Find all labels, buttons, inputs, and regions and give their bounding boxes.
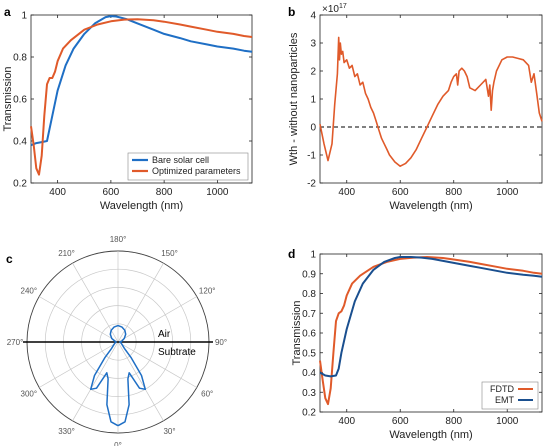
y-tick-label-a-0: 0.2 bbox=[13, 179, 27, 190]
polar-spoke-4 bbox=[117, 341, 197, 388]
region-label-substrate: Subtrate bbox=[158, 347, 196, 358]
region-label-air: Air bbox=[158, 329, 171, 340]
chart-panel-d: 400 600 800 1000 0.2 0.3 0.4 0.5 0.6 0.7 0.8 0.9 1 Wa… bbox=[291, 250, 543, 441]
y-tick-label-a-2: 0.6 bbox=[13, 95, 27, 106]
x-tick-label-b-2: 800 bbox=[445, 187, 462, 198]
polar-spoke-2 bbox=[117, 296, 197, 343]
series-line-b-0 bbox=[319, 36, 543, 167]
panel-letter-a: a bbox=[4, 5, 11, 19]
polar-angle-label-4: 60° bbox=[201, 390, 213, 399]
x-tick-label-d-0: 400 bbox=[338, 416, 355, 427]
y-tick-label-d-2: 0.4 bbox=[302, 368, 316, 379]
x-tick-label-d-1: 600 bbox=[392, 416, 409, 427]
polar-angle-label-10: 240° bbox=[21, 287, 38, 296]
legend-label-a-1: Optimized parameters bbox=[152, 166, 241, 176]
y-tick-label-d-1: 0.3 bbox=[302, 388, 316, 399]
y-tick-label-b-0: -2 bbox=[307, 179, 316, 190]
x-axis-label-a: Wavelength (nm) bbox=[100, 200, 183, 212]
y-tick-label-d-6: 0.8 bbox=[302, 289, 316, 300]
x-tick-label-b-1: 600 bbox=[392, 187, 409, 198]
polar-angle-label-5: 30° bbox=[163, 427, 175, 436]
polar-spoke-5 bbox=[117, 341, 164, 421]
y-tick-label-b-3: 1 bbox=[310, 95, 316, 106]
y-axis-label-d: Transmission bbox=[291, 301, 303, 366]
polar-angle-label-7: 330° bbox=[58, 427, 75, 436]
chart-panel-b: 400 600 800 1000 -2 -1 0 1 2 3 4 Wavelength (nm) Wth… bbox=[288, 3, 543, 212]
x-tick-label-d-3: 1000 bbox=[496, 416, 519, 427]
legend-box-d bbox=[481, 381, 539, 410]
series-line-a-0 bbox=[30, 15, 253, 147]
x-tick-label-a-2: 800 bbox=[156, 187, 173, 198]
x-tick-label-b-3: 1000 bbox=[496, 187, 519, 198]
x-tick-label-a-1: 600 bbox=[103, 187, 120, 198]
y-axis-label-b: Wth - without nanoparticles bbox=[288, 32, 300, 165]
y-tick-label-d-8: 1 bbox=[310, 250, 316, 261]
series-line-a-1 bbox=[30, 18, 253, 176]
polar-spoke-8 bbox=[39, 341, 119, 388]
panel-letter-c: c bbox=[6, 252, 13, 266]
y-tick-label-b-4: 2 bbox=[310, 67, 316, 78]
radiation-pattern-0 bbox=[89, 324, 147, 427]
x-axis-label-b: Wavelength (nm) bbox=[389, 200, 472, 212]
panel-letter-d: d bbox=[288, 247, 295, 261]
y-axis-label-a: Transmission bbox=[2, 67, 14, 132]
y-exponent-label-b: ×1017 bbox=[322, 3, 347, 15]
y-tick-label-b-1: -1 bbox=[307, 151, 316, 162]
legend-label-d-1: EMT bbox=[495, 395, 515, 405]
polar-angle-label-0: 180° bbox=[110, 235, 127, 244]
polar-spoke-11 bbox=[72, 263, 119, 343]
polar-angle-label-6: 0° bbox=[114, 441, 122, 446]
x-tick-label-b-0: 400 bbox=[338, 187, 355, 198]
polar-spoke-10 bbox=[39, 296, 119, 343]
y-tick-label-d-3: 0.5 bbox=[302, 348, 316, 359]
series-line-d-1 bbox=[319, 256, 543, 378]
polar-angle-label-1: 150° bbox=[161, 249, 178, 258]
x-tick-label-a-0: 400 bbox=[49, 187, 66, 198]
x-tick-label-a-3: 1000 bbox=[206, 187, 229, 198]
polar-angle-label-3: 90° bbox=[215, 338, 227, 347]
polar-angle-label-9: 270° bbox=[7, 338, 24, 347]
y-tick-label-d-0: 0.2 bbox=[302, 408, 316, 419]
y-tick-label-d-5: 0.7 bbox=[302, 309, 316, 320]
polar-spoke-7 bbox=[72, 341, 119, 421]
chart-panel-a: 400 600 800 1000 0.2 0.4 0.6 0.8 1 Wavelength (nm… bbox=[2, 11, 253, 212]
chart-panel-c: 180° 150° 120° 90° 60° 30° 0° 330° 300° 270° 240° 2… bbox=[7, 235, 227, 446]
y-tick-label-b-5: 3 bbox=[310, 39, 316, 50]
polar-angle-label-8: 300° bbox=[21, 390, 38, 399]
y-tick-label-b-6: 4 bbox=[310, 11, 316, 22]
y-tick-label-d-4: 0.6 bbox=[302, 329, 316, 340]
legend-label-a-0: Bare solar cell bbox=[152, 155, 209, 165]
x-axis-label-d: Wavelength (nm) bbox=[389, 429, 472, 441]
y-tick-label-a-3: 0.8 bbox=[13, 53, 27, 64]
y-tick-label-b-2: 0 bbox=[310, 123, 316, 134]
polar-angle-label-11: 210° bbox=[58, 249, 75, 258]
y-exponent-power-b: 17 bbox=[339, 3, 347, 10]
polar-spoke-1 bbox=[117, 263, 164, 343]
legend-box-a bbox=[127, 152, 249, 181]
panel-letter-b: b bbox=[288, 5, 295, 19]
axes-frame-b bbox=[319, 14, 543, 184]
legend-label-d-0: FDTD bbox=[490, 384, 514, 394]
polar-angle-label-2: 120° bbox=[199, 287, 216, 296]
y-tick-label-d-7: 0.9 bbox=[302, 269, 316, 280]
y-tick-label-a-4: 1 bbox=[21, 11, 27, 22]
x-tick-label-d-2: 800 bbox=[445, 416, 462, 427]
y-tick-label-a-1: 0.4 bbox=[13, 137, 27, 148]
